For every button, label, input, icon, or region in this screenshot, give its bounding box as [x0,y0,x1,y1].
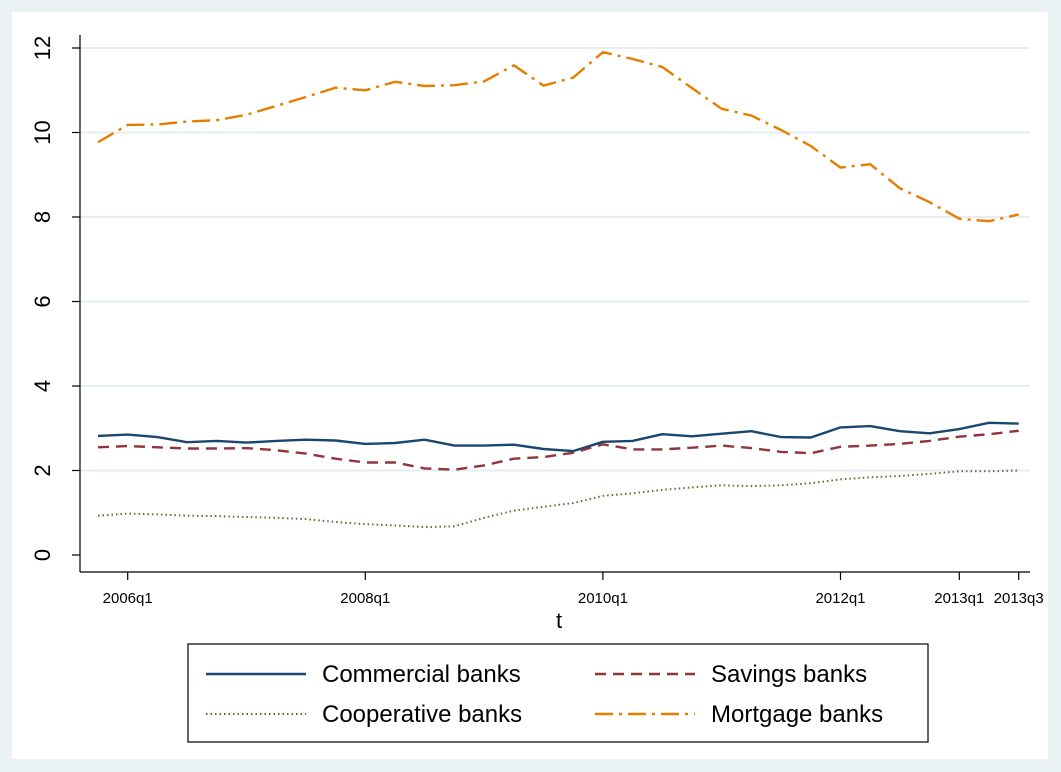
x-axis-title: t [556,608,562,633]
y-tick-label: 4 [30,380,55,392]
axes [79,35,1030,573]
legend-label: Cooperative banks [322,701,522,728]
y-tick-label: 6 [30,295,55,307]
y-tick-label: 8 [30,211,55,223]
x-axis-ticks: 2006q1 2008q1 2010q1 2012q1 2013q1 2013q3 [103,572,1044,607]
series-lines [97,51,1019,529]
x-tick-label: 2008q1 [340,590,390,607]
y-tick-label: 2 [30,464,55,476]
series-line-mortgage-banks [97,51,1019,223]
series-line-cooperative-banks [97,469,1019,529]
legend: Commercial banks Savings banks Cooperative… [187,643,929,743]
x-tick-label: 2006q1 [103,590,153,607]
y-tick-label: 10 [30,120,55,144]
y-axis-ticks: 0 2 4 6 8 10 12 [30,36,80,561]
x-tick-label: 2010q1 [578,590,628,607]
y-tick-label: 0 [30,549,55,561]
x-tick-label: 2012q1 [815,590,865,607]
y-tick-label: 12 [30,36,55,60]
series-line-commercial-banks [97,421,1019,453]
x-tick-label: 2013q1 [934,590,984,607]
legend-label: Savings banks [711,661,867,688]
series-line-savings-banks [97,429,1019,471]
legend-box [187,643,929,743]
x-tick-label: 2013q3 [994,590,1044,607]
gridlines [80,47,1030,472]
legend-label: Commercial banks [322,661,521,688]
legend-label: Mortgage banks [711,701,883,728]
